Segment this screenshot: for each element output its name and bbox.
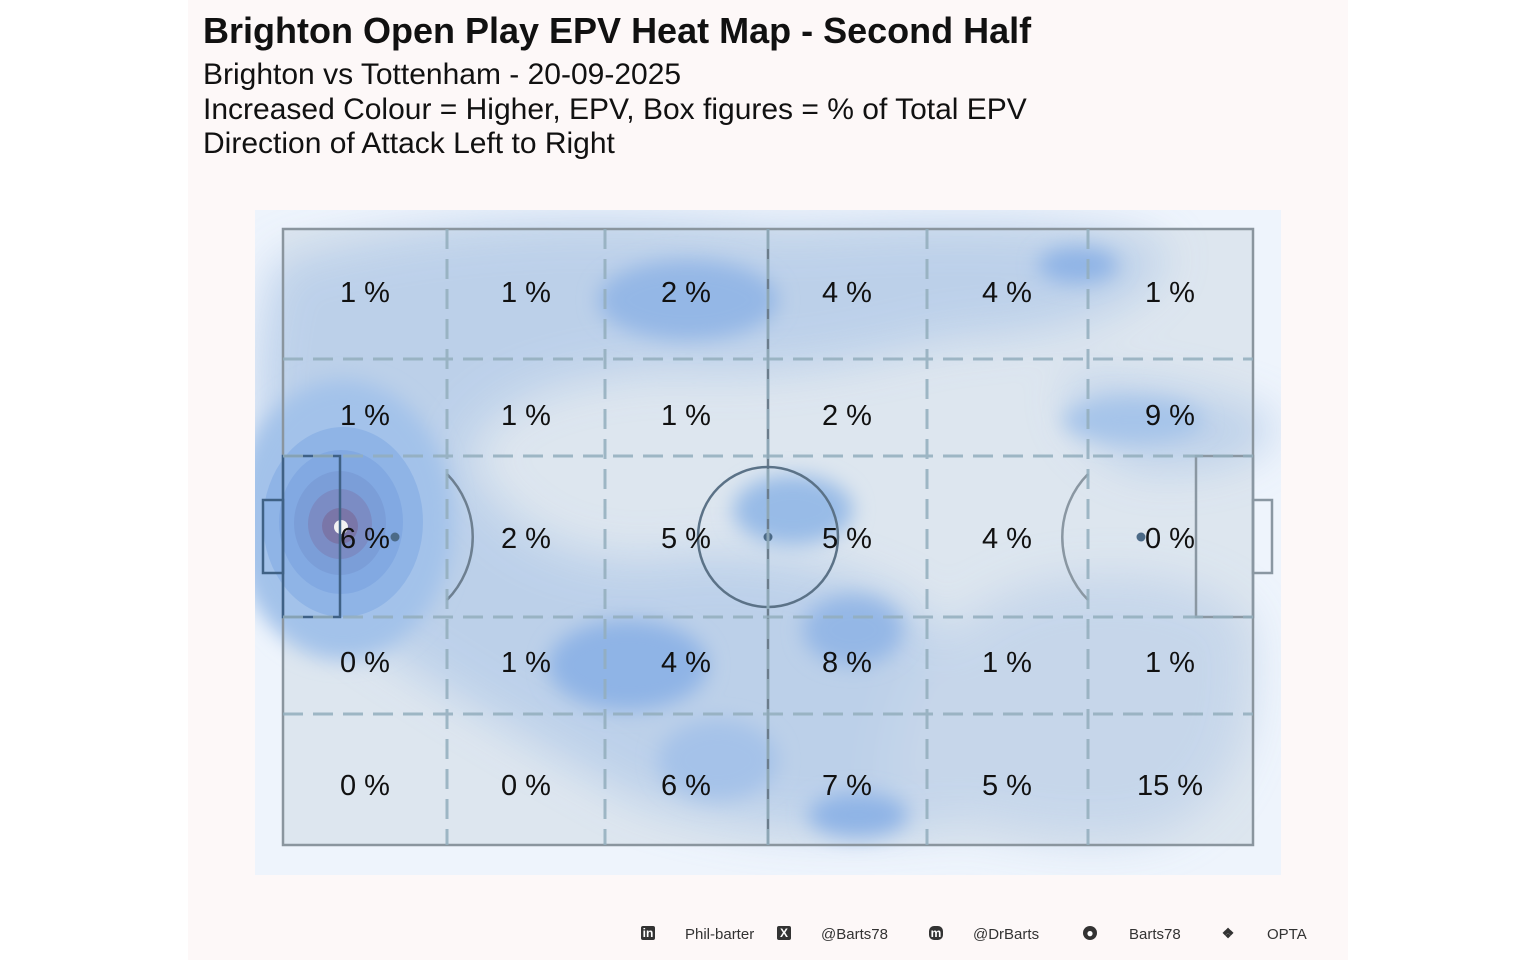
chart-title: Brighton Open Play EPV Heat Map - Second… (203, 10, 1032, 51)
zone-label: 8 % (822, 647, 872, 679)
zone-label: 2 % (822, 400, 872, 432)
zone-label: 1 % (501, 400, 551, 432)
footer-data-source: OPTA (1267, 926, 1307, 943)
subtitle-match: Brighton vs Tottenham - 20-09-2025 (203, 58, 682, 91)
mastodon-icon: m (929, 926, 943, 940)
plot-panel: Brighton Open Play EPV Heat Map - Second… (188, 0, 1348, 960)
footer-x-handle: @Barts78 (821, 926, 888, 943)
zone-label: 5 % (822, 523, 872, 555)
zone-label: 1 % (1145, 277, 1195, 309)
zone-label: 0 % (340, 770, 390, 802)
zone-label: 4 % (661, 647, 711, 679)
zone-label: 0 % (340, 647, 390, 679)
pitch-heatmap: 1 % 1 % 2 % 4 % 4 % 1 % 1 % 1 % 1 % 2 % 9 % 6 % 2 % 5… (255, 210, 1281, 875)
zone-label: 6 % (661, 770, 711, 802)
dropbox-icon: ❖ (1221, 925, 1235, 941)
footer-linkedin-handle: Phil-barter (685, 926, 755, 943)
density-layer (255, 220, 1278, 840)
zone-label: 1 % (340, 277, 390, 309)
zone-label: 1 % (982, 647, 1032, 679)
zone-label: 4 % (982, 277, 1032, 309)
zone-label: 4 % (822, 277, 872, 309)
zone-label: 15 % (1137, 770, 1203, 802)
x-twitter-icon: X (777, 926, 791, 940)
footer-github-handle: Barts78 (1129, 926, 1181, 943)
zone-label: 1 % (661, 400, 711, 432)
zone-label: 7 % (822, 770, 872, 802)
zone-label: 1 % (1145, 647, 1195, 679)
zone-label: 1 % (501, 277, 551, 309)
zone-label: 9 % (1145, 400, 1195, 432)
zone-label: 2 % (501, 523, 551, 555)
subtitle-legend: Increased Colour = Higher, EPV, Box figu… (203, 93, 1027, 126)
subtitle-direction: Direction of Attack Left to Right (203, 127, 615, 160)
zone-label: 1 % (501, 647, 551, 679)
zone-label: 2 % (661, 277, 711, 309)
footer-mastodon-handle: @DrBarts (973, 926, 1040, 943)
zone-label: 4 % (982, 523, 1032, 555)
zone-label: 5 % (661, 523, 711, 555)
zone-grid (283, 229, 1253, 845)
zone-label: 5 % (982, 770, 1032, 802)
zone-label: 0 % (501, 770, 551, 802)
zone-label: 0 % (1145, 523, 1195, 555)
linkedin-icon: in (641, 926, 655, 940)
zone-label: 1 % (340, 400, 390, 432)
github-icon: ● (1083, 926, 1097, 940)
zone-label: 6 % (340, 523, 390, 555)
